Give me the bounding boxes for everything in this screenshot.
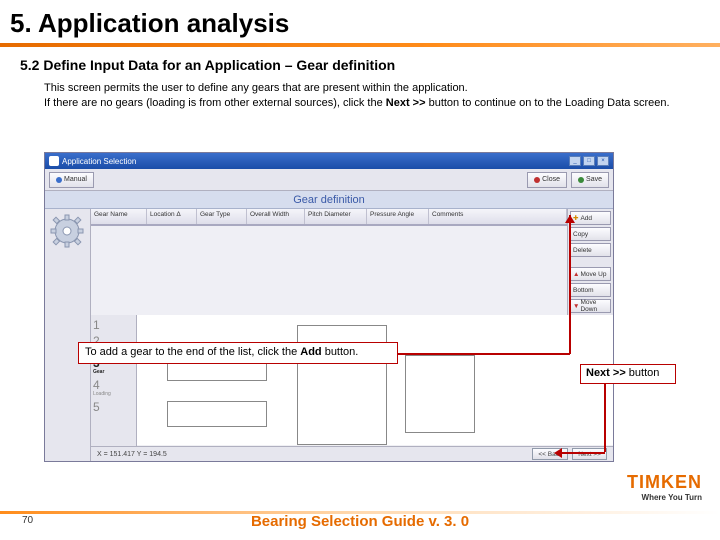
embedded-screenshot: Application Selection _ □ × Manual Close… xyxy=(44,152,614,462)
gear-icon xyxy=(49,213,85,249)
down-icon: ▼ xyxy=(573,303,579,310)
delete-button[interactable]: Delete xyxy=(570,243,611,257)
col-comments[interactable]: Comments xyxy=(429,209,567,224)
save-icon xyxy=(578,177,584,183)
col-gear-name[interactable]: Gear Name xyxy=(91,209,147,224)
save-button[interactable]: Save xyxy=(571,172,609,188)
callout-add-bold: Add xyxy=(300,346,321,358)
col-pitch-diameter[interactable]: Pitch Diameter xyxy=(305,209,367,224)
footer-title: Bearing Selection Guide v. 3. 0 xyxy=(0,513,720,530)
slide-subtitle: 5.2 Define Input Data for an Application… xyxy=(0,47,720,81)
up-icon: ▲ xyxy=(573,271,579,278)
coord-readout: X = 151.417 Y = 194.5 xyxy=(97,451,167,458)
callout-add-text-c: button. xyxy=(322,346,359,358)
slide-title: 5. Application analysis xyxy=(0,0,720,43)
step-5[interactable]: 5 xyxy=(93,401,134,413)
callout-next-bold: Next >> xyxy=(586,367,626,379)
up-label: Move Up xyxy=(580,271,606,278)
body-line-2c: button to continue on to the Loading Dat… xyxy=(426,97,670,109)
callout-add-text-a: To add a gear to the end of the list, cl… xyxy=(85,346,300,358)
status-bar: X = 151.417 Y = 194.5 << Back Next >> xyxy=(91,446,613,461)
content-header: Gear definition xyxy=(45,191,613,209)
toolbar-close-label: Close xyxy=(542,176,560,183)
add-label: Add xyxy=(580,215,592,222)
body-line-1: This screen permits the user to define a… xyxy=(44,82,468,94)
callout-next-text: button xyxy=(626,367,660,379)
side-buttons: ✚Add Copy Delete ▲Move Up Bottom ▼Move D… xyxy=(567,209,613,315)
wizard-steps: 1 2Shaft 3Gear 4Loading 5 xyxy=(91,315,137,461)
body-line-2a: If there are no gears (loading is from o… xyxy=(44,97,386,109)
nav-buttons: << Back Next >> xyxy=(532,448,607,460)
copy-label: Copy xyxy=(573,231,588,238)
toolbar: Manual Close Save xyxy=(45,169,613,191)
arrow-next-line-v xyxy=(604,384,606,452)
content-area: Gear Name Location Δ Gear Type Overall W… xyxy=(45,209,613,461)
callout-next-button: Next >> button xyxy=(580,364,676,384)
grid-header: Gear Name Location Δ Gear Type Overall W… xyxy=(91,209,567,225)
add-button[interactable]: ✚Add xyxy=(570,211,611,225)
col-overall-width[interactable]: Overall Width xyxy=(247,209,305,224)
manual-label: Manual xyxy=(64,176,87,183)
window-titlebar: Application Selection _ □ × xyxy=(45,153,613,169)
col-pressure-angle[interactable]: Pressure Angle xyxy=(367,209,429,224)
arrow-next-head xyxy=(554,448,562,458)
lower-area: 1 2Shaft 3Gear 4Loading 5 X = 151.417 Y … xyxy=(91,315,613,461)
delete-label: Delete xyxy=(573,247,592,254)
copy-button[interactable]: Copy xyxy=(570,227,611,241)
window-controls: _ □ × xyxy=(569,156,609,166)
arrow-add-head xyxy=(565,215,575,223)
col-location[interactable]: Location Δ xyxy=(147,209,197,224)
info-icon xyxy=(56,177,62,183)
body-paragraph: This screen permits the user to define a… xyxy=(0,81,720,119)
canvas-shape xyxy=(167,401,267,427)
app-window: Application Selection _ □ × Manual Close… xyxy=(44,152,614,462)
callout-add-gear: To add a gear to the end of the list, cl… xyxy=(78,342,398,364)
down-label: Move Down xyxy=(580,299,608,313)
bottom-button[interactable]: Bottom xyxy=(570,283,611,297)
drawing-canvas[interactable] xyxy=(137,315,613,445)
bottom-label: Bottom xyxy=(573,287,594,294)
move-down-button[interactable]: ▼Move Down xyxy=(570,299,611,313)
main-pane: Gear Name Location Δ Gear Type Overall W… xyxy=(91,209,613,461)
back-button[interactable]: << Back xyxy=(532,448,568,460)
next-button[interactable]: Next >> xyxy=(572,448,607,460)
left-icon-pane xyxy=(45,209,91,461)
arrow-add-line-v xyxy=(569,215,571,354)
close-icon xyxy=(534,177,540,183)
col-gear-type[interactable]: Gear Type xyxy=(197,209,247,224)
app-icon xyxy=(49,156,59,166)
window-title: Application Selection xyxy=(62,157,566,166)
arrow-add-line-h xyxy=(398,353,570,355)
step-4[interactable]: 4Loading xyxy=(93,379,134,397)
minimize-button[interactable]: _ xyxy=(569,156,581,166)
manual-button[interactable]: Manual xyxy=(49,172,94,188)
side-divider xyxy=(570,259,611,265)
step-1[interactable]: 1 xyxy=(93,319,134,331)
logo-tagline: Where You Turn xyxy=(627,493,702,502)
logo-block: TIMKEN Where You Turn xyxy=(627,472,702,502)
maximize-button[interactable]: □ xyxy=(583,156,595,166)
toolbar-close-button[interactable]: Close xyxy=(527,172,567,188)
save-label: Save xyxy=(586,176,602,183)
move-up-button[interactable]: ▲Move Up xyxy=(570,267,611,281)
arrow-next-line-h xyxy=(560,452,605,454)
body-next-bold: Next >> xyxy=(386,97,426,109)
canvas-shape xyxy=(405,355,475,433)
logo-text: TIMKEN xyxy=(627,472,702,493)
close-button[interactable]: × xyxy=(597,156,609,166)
grid-body[interactable] xyxy=(91,225,567,226)
